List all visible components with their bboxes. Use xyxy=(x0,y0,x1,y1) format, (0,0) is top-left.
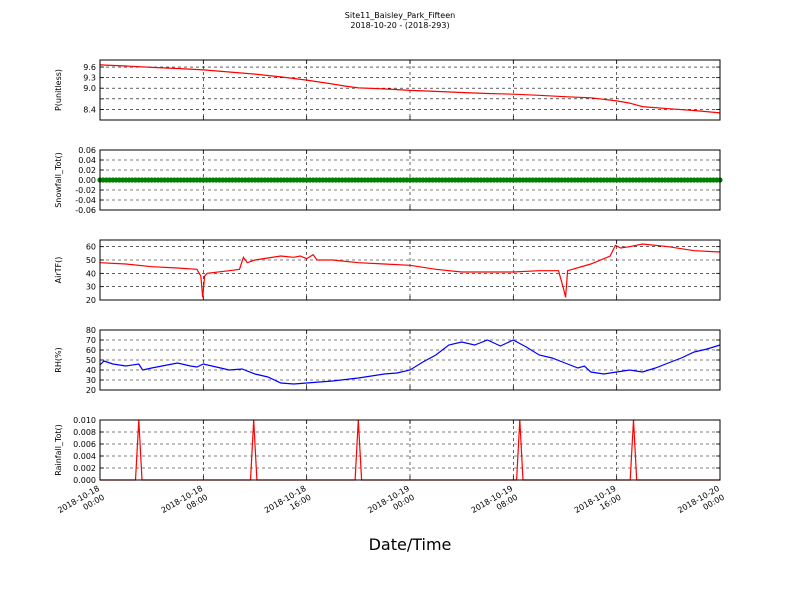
y-tick-label: 0.02 xyxy=(78,166,96,175)
figure-subtitle: 2018-10-20 - (2018-293) xyxy=(350,21,449,30)
y-tick-label: 50 xyxy=(86,256,96,265)
y-tick-label: 40 xyxy=(86,269,96,278)
figure-title: Site11_Baisley_Park_Fifteen xyxy=(345,11,455,20)
y-axis-label: P(unitless) xyxy=(54,69,63,111)
y-tick-label: -0.04 xyxy=(75,196,96,205)
y-tick-label: 0.006 xyxy=(73,440,96,449)
x-axis-label: Date/Time xyxy=(369,535,452,554)
y-tick-label: -0.02 xyxy=(75,186,96,195)
x-tick-label: 2018-10-1908:00 xyxy=(470,484,520,524)
y-tick-label: 50 xyxy=(86,356,96,365)
chart-panels: 8.49.09.39.6P(unitless)-0.06-0.04-0.020.… xyxy=(54,59,723,485)
y-tick-label: -0.06 xyxy=(75,206,96,215)
x-tick-label: 2018-10-1900:00 xyxy=(366,484,416,524)
y-tick-label: 0.06 xyxy=(78,146,96,155)
y-tick-label: 0.008 xyxy=(73,428,96,437)
y-tick-label: 20 xyxy=(86,296,96,305)
panel-5: 0.000 0.002 0.004 0.006 0.008 0.010 Rainfall_T… xyxy=(54,416,721,485)
y-tick-label: 0.010 xyxy=(73,416,96,425)
plot-frame xyxy=(99,59,721,121)
panel-3: 20 30 40 50 60 AirTF() xyxy=(54,239,721,305)
x-tick-label: 2018-10-2000:00 xyxy=(676,484,726,524)
y-tick-label: 0.002 xyxy=(73,464,96,473)
y-tick-label: 9.3 xyxy=(83,74,96,83)
y-tick-label: 0.04 xyxy=(78,156,96,165)
y-tick-label: 0.000 xyxy=(73,476,96,485)
y-tick-label: 30 xyxy=(86,376,96,385)
y-tick-label: 30 xyxy=(86,283,96,292)
x-tick-label: 2018-10-1800:00 xyxy=(56,484,106,524)
y-axis-label: Rainfall_Tot() xyxy=(54,424,63,476)
panel-1: 8.4 9.09.3 9.6 P(unitless) xyxy=(54,59,721,121)
y-tick-label: 70 xyxy=(86,336,96,345)
x-tick-label: 2018-10-1916:00 xyxy=(573,484,623,524)
plot-frame xyxy=(99,149,721,211)
y-axis-label: Snowfall_Tot() xyxy=(54,152,63,208)
y-axis-label: RH(%) xyxy=(54,347,63,372)
y-tick-label: 60 xyxy=(86,243,96,252)
plot-frame xyxy=(99,239,721,301)
x-tick-label: 2018-10-1808:00 xyxy=(160,484,210,524)
y-tick-label: 40 xyxy=(86,366,96,375)
y-axis-label: AirTF() xyxy=(54,257,63,284)
y-tick-label: 9.0 xyxy=(83,84,96,93)
panel-2: -0.06-0.04-0.020.000.020.040.06 Snowfall_… xyxy=(54,146,723,215)
y-tick-label: 80 xyxy=(86,326,96,335)
series-line xyxy=(99,243,721,298)
plot-frame xyxy=(99,329,721,391)
plot-frame xyxy=(99,419,721,481)
y-tick-label: 9.6 xyxy=(83,63,96,72)
x-tick-labels: 2018-10-1800:00 2018-10-1808:00 2018-10-18… xyxy=(56,484,726,524)
y-tick-label: 8.4 xyxy=(83,105,96,114)
y-tick-label: 60 xyxy=(86,346,96,355)
series-line xyxy=(99,339,721,385)
y-tick-label: 0.00 xyxy=(78,176,96,185)
series-line xyxy=(99,64,721,114)
x-tick-label: 2018-10-1816:00 xyxy=(263,484,313,524)
y-tick-label: 0.004 xyxy=(73,452,96,461)
y-tick-label: 20 xyxy=(86,386,96,395)
